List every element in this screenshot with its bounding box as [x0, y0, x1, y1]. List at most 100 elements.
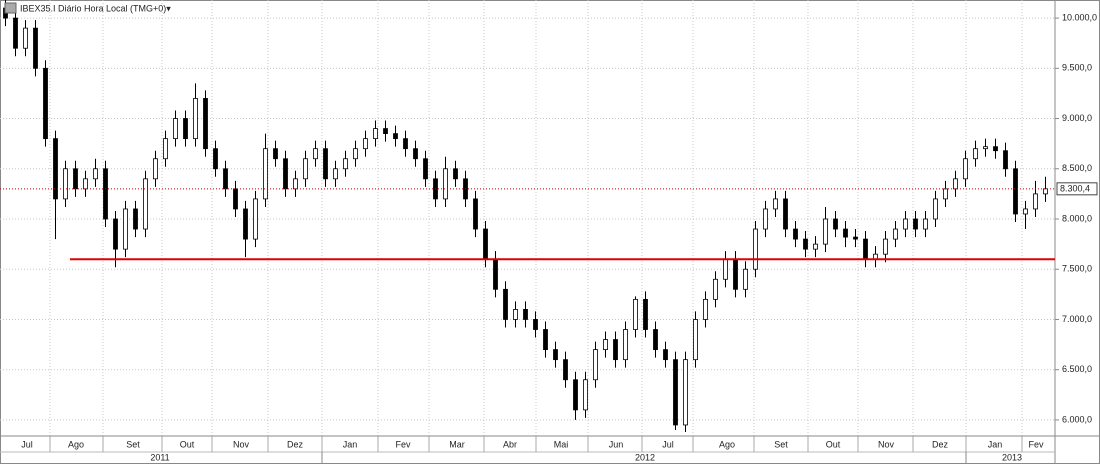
y-tick-label: 6.500,0	[1062, 364, 1092, 374]
candle-body	[713, 278, 718, 300]
chart-title: IBEX35.I Diário Hora Local (TMG+0)▾	[20, 3, 171, 13]
candle-body	[563, 359, 568, 381]
candle-body	[33, 27, 38, 69]
candle-body	[983, 146, 988, 150]
x-tick-label: Out	[826, 439, 841, 449]
candle-body	[913, 218, 918, 230]
price-box	[1056, 182, 1098, 196]
candle-body	[813, 243, 818, 250]
candle-body	[883, 238, 888, 255]
candle-body	[583, 379, 588, 411]
y-tick-label: 8.000,0	[1062, 213, 1092, 223]
x-tick-label: Set	[126, 439, 140, 449]
candle-body	[203, 98, 208, 150]
candle-body	[383, 128, 388, 135]
candle-body	[453, 168, 458, 180]
candle-body	[313, 148, 318, 160]
candle-body	[483, 228, 488, 260]
candle-body	[833, 218, 838, 230]
x-tick-label: Dez	[287, 439, 304, 449]
candle-body	[633, 298, 638, 330]
candle-body	[153, 158, 158, 180]
candle-body	[13, 17, 18, 49]
y-tick-label: 6.000,0	[1062, 414, 1092, 424]
candle-body	[193, 98, 198, 140]
candle-body	[503, 288, 508, 320]
candle-body	[973, 148, 978, 160]
candle-body	[943, 188, 948, 200]
candle-body	[773, 198, 778, 210]
candle-body	[253, 198, 258, 240]
candle-body	[403, 138, 408, 150]
candle-body	[213, 148, 218, 170]
candle-body	[673, 359, 678, 426]
candle-body	[523, 309, 528, 320]
candle-body	[803, 238, 808, 250]
candle-body	[423, 158, 428, 180]
candle-body	[923, 218, 928, 230]
candle-body	[893, 228, 898, 240]
candle-body	[573, 379, 578, 411]
candle-body	[903, 218, 908, 230]
candle-body	[683, 359, 688, 426]
candle-body	[363, 138, 368, 150]
candle-body	[933, 198, 938, 220]
candle-body	[533, 319, 538, 330]
candle-body	[743, 268, 748, 290]
candle-body	[333, 168, 338, 180]
candle-body	[83, 178, 88, 190]
x-tick-label: Out	[180, 439, 195, 449]
x-tick-label: Dez	[932, 439, 949, 449]
candle-body	[843, 228, 848, 238]
candle-body	[623, 329, 628, 361]
candle-body	[343, 158, 348, 170]
candle-body	[303, 158, 308, 180]
x-tick-label: Nov	[878, 439, 895, 449]
x-tick-label: Ago	[68, 439, 84, 449]
x-tick-label: Abr	[503, 439, 517, 449]
candle-body	[263, 148, 268, 200]
x-tick-label: Jul	[21, 439, 33, 449]
candle-body	[183, 118, 188, 140]
candle-body	[493, 258, 498, 290]
candle-body	[953, 178, 958, 190]
candle-body	[703, 298, 708, 320]
x-tick-label: Mai	[554, 439, 569, 449]
candle-body	[123, 208, 128, 250]
y-tick-label: 8.500,0	[1062, 163, 1092, 173]
candle-body	[603, 339, 608, 351]
candle-body	[553, 349, 558, 361]
candle-body	[853, 236, 858, 240]
year-label: 2013	[1002, 452, 1022, 462]
x-tick-label: Jul	[662, 439, 674, 449]
candle-body	[293, 178, 298, 190]
candle-body	[43, 67, 48, 140]
x-tick-label: Fev	[395, 439, 411, 449]
grid	[0, 0, 1055, 436]
x-tick-label: Mar	[449, 439, 465, 449]
x-tick-label: Jan	[988, 439, 1003, 449]
candle-body	[143, 178, 148, 230]
y-tick-label: 9.000,0	[1062, 113, 1092, 123]
candle-body	[863, 238, 868, 260]
candle-body	[763, 208, 768, 230]
y-tick-label: 7.500,0	[1062, 264, 1092, 274]
candle-body	[1003, 150, 1008, 170]
candle-body	[323, 148, 328, 180]
candle-body	[103, 168, 108, 220]
candle-body	[613, 339, 618, 361]
candle-body	[993, 146, 998, 152]
candle-body	[963, 158, 968, 180]
candle-body	[393, 133, 398, 140]
candle-body	[643, 298, 648, 330]
x-tick-label: Set	[774, 439, 788, 449]
candle-body	[223, 168, 228, 190]
candle-body	[373, 128, 378, 140]
candle-body	[73, 168, 78, 190]
candle-body	[283, 158, 288, 190]
candle-body	[113, 218, 118, 250]
candle-body	[473, 198, 478, 230]
